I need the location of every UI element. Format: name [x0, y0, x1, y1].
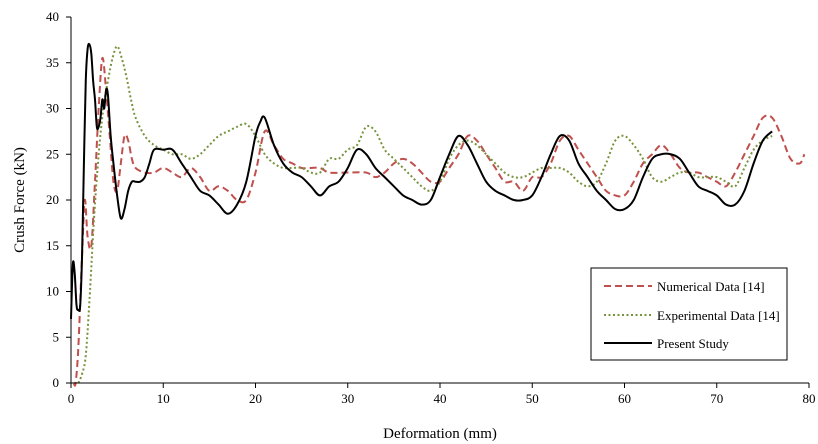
y-tick-label: 20 — [46, 192, 59, 207]
y-axis-title: Crush Force (kN) — [12, 147, 28, 253]
legend-label-experimental: Experimental Data [14] — [657, 308, 780, 323]
x-tick-label: 60 — [618, 391, 631, 406]
x-tick-label: 40 — [434, 391, 447, 406]
x-tick-label: 30 — [341, 391, 354, 406]
legend-label-present: Present Study — [657, 336, 729, 351]
y-tick-label: 0 — [53, 375, 60, 390]
plot-series — [70, 42, 806, 387]
x-tick-label: 80 — [803, 391, 816, 406]
y-tick-label: 30 — [46, 101, 59, 116]
x-tick-label: 50 — [526, 391, 539, 406]
x-axis-title: Deformation (mm) — [383, 426, 497, 442]
y-tick-label: 40 — [46, 9, 59, 24]
y-tick-label: 5 — [53, 329, 60, 344]
series-line-experimental-data — [77, 45, 773, 384]
x-tick-label: 0 — [68, 391, 75, 406]
y-tick-label: 10 — [46, 284, 59, 299]
series-line-present-study — [70, 42, 773, 319]
y-tick-label: 35 — [46, 55, 59, 70]
x-ticks: 0 10 20 30 40 50 60 70 80 — [68, 383, 816, 406]
x-tick-label: 20 — [249, 391, 262, 406]
y-tick-label: 25 — [46, 146, 59, 161]
y-tick-label: 15 — [46, 238, 59, 253]
legend-label-numerical: Numerical Data [14] — [657, 279, 765, 294]
x-tick-label: 10 — [157, 391, 170, 406]
legend: Numerical Data [14] Experimental Data [1… — [590, 267, 788, 361]
x-tick-label: 70 — [710, 391, 723, 406]
y-ticks: 0 5 10 15 20 25 30 35 40 — [46, 9, 71, 390]
